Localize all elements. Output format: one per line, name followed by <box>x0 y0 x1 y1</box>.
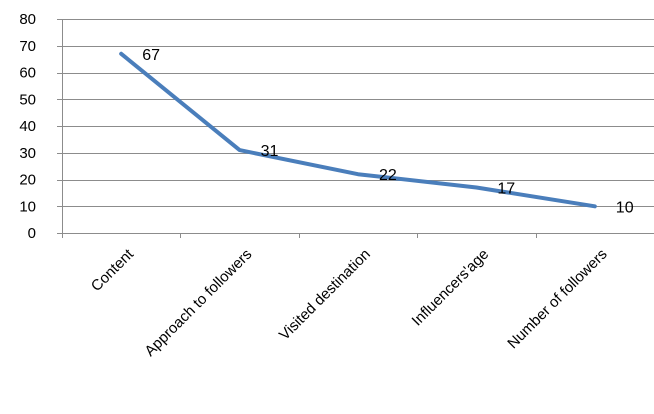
data-label: 22 <box>379 167 397 184</box>
series-line-0 <box>119 51 597 209</box>
y-tick-label: 0 <box>28 225 36 242</box>
x-category-label: Content <box>88 245 138 295</box>
x-category-label: Visited destination <box>276 246 374 344</box>
data-label: 31 <box>261 143 279 160</box>
y-tick-label: 60 <box>19 65 36 82</box>
series-line-layer <box>119 51 597 209</box>
x-category-label: Approach to followers <box>141 246 255 360</box>
data-label: 67 <box>142 47 160 64</box>
y-tick-label: 30 <box>19 145 36 162</box>
x-category-label: Number of followers <box>504 246 610 352</box>
gridlines <box>62 19 654 207</box>
y-tick-label: 20 <box>19 172 36 189</box>
x-category-label: Influencers'age <box>409 246 493 330</box>
data-label: 10 <box>616 199 634 216</box>
data-label: 17 <box>497 181 515 198</box>
y-tick-label: 10 <box>19 198 36 215</box>
axes <box>57 19 654 238</box>
y-axis-tick-labels: 0 10 20 30 40 50 60 70 80 <box>19 11 36 242</box>
y-tick-label: 80 <box>19 11 36 28</box>
x-axis-category-labels: Content Approach to followers Visited dest… <box>88 245 611 360</box>
y-tick-label: 70 <box>19 38 36 55</box>
data-labels: 67 31 22 17 10 <box>142 47 633 216</box>
y-tick-label: 50 <box>19 91 36 108</box>
y-tick-label: 40 <box>19 118 36 135</box>
